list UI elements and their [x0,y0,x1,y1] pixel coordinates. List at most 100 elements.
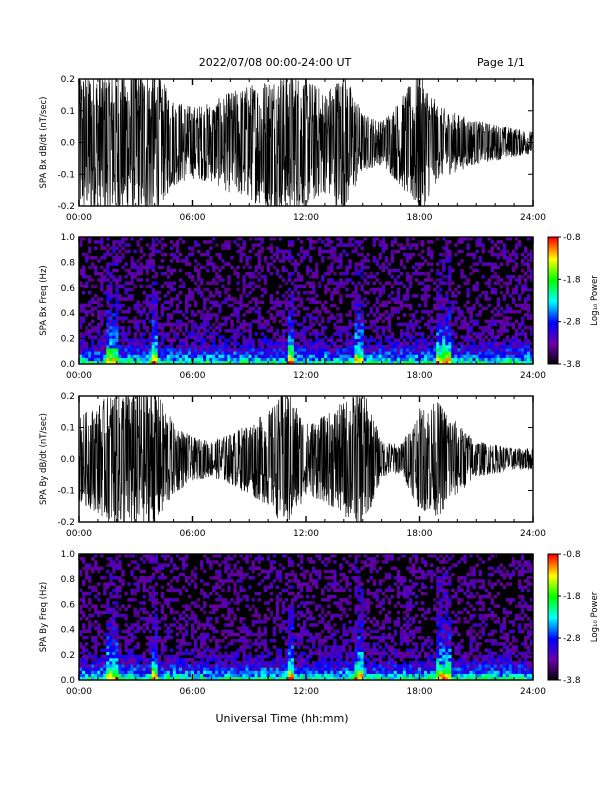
heatmap-cell [493,341,497,346]
heatmap-cell [130,275,134,279]
heatmap-cell [115,348,119,352]
heatmap-cell [151,332,155,336]
heatmap-cell [206,670,210,674]
heatmap-cell [257,322,261,327]
heatmap-cell [160,310,165,314]
heatmap-cell [82,629,86,634]
heatmap-cell [172,335,177,339]
heatmap-cell [218,344,222,349]
heatmap-cell [197,310,201,314]
heatmap-cell [339,243,343,247]
heatmap-cell [203,329,207,333]
heatmap-cell [236,281,240,285]
heatmap-cell [88,629,92,634]
heatmap-cell [97,657,101,662]
heatmap-cell [260,642,264,646]
heatmap-cell [215,325,219,330]
heatmap-cell [390,290,395,295]
heatmap-cell [112,329,116,333]
heatmap-cell [187,667,192,671]
heatmap-cell [215,648,219,652]
heatmap-cell [251,306,255,311]
heatmap-cell [163,563,168,567]
heatmap-cell [215,348,219,352]
heatmap-cell [514,256,519,260]
heatmap-cell [91,265,95,270]
heatmap-cell [133,265,137,270]
heatmap-cell [206,322,210,327]
heatmap-cell [133,591,137,596]
heatmap-cell [502,322,507,327]
heatmap-cell [97,623,101,627]
heatmap-cell [327,344,331,349]
heatmap-cell [160,664,165,668]
heatmap-cell [275,351,280,355]
heatmap-cell [333,303,337,308]
heatmap-cell [218,351,222,355]
heatmap-cell [523,338,528,343]
heatmap-cell [251,348,255,352]
heatmap-cell [411,252,416,257]
heatmap-cell [187,303,192,308]
heatmap-cell [357,297,361,301]
heatmap-cell [445,325,449,330]
heatmap-cell [160,676,165,681]
heatmap-cell [387,335,392,339]
heatmap-cell [481,338,485,343]
heatmap-cell [233,332,237,336]
heatmap-cell [142,354,146,358]
heatmap-cell [227,297,231,301]
heatmap-cell [266,262,270,266]
heatmap-cell [139,607,143,611]
heatmap-cell [439,354,443,358]
heatmap-cell [184,357,189,362]
heatmap-cell [112,313,116,317]
heatmap-cell [115,278,119,282]
heatmap-cell [148,554,152,558]
heatmap-cell [148,657,152,662]
heatmap-cell [218,341,222,346]
heatmap-cell [115,319,119,324]
heatmap-cell [242,278,246,282]
heatmap-cell [224,563,228,567]
heatmap-cell [139,654,143,659]
heatmap-cell [245,676,249,681]
heatmap-cell [372,360,376,365]
heatmap-cell [390,357,395,362]
heatmap-cell [103,667,107,671]
heatmap-cell [178,284,183,289]
heatmap-cell [254,351,258,355]
heatmap-cell [351,360,355,365]
heatmap-cell [94,329,98,333]
heatmap-cell [151,351,155,355]
heatmap-cell [299,322,304,327]
heatmap-cell [269,667,274,671]
heatmap-cell [511,351,516,355]
heatmap-cell [172,256,177,260]
heatmap-cell [103,670,107,674]
heatmap-cell [354,316,358,320]
heatmap-cell [342,281,346,285]
heatmap-cell [118,642,122,646]
heatmap-cell [88,278,92,282]
heatmap-cell [154,560,158,564]
heatmap-cell [133,610,137,615]
heatmap-cell [79,316,83,320]
heatmap-cell [348,265,352,270]
heatmap-cell [348,240,352,244]
heatmap-cell [366,259,370,263]
heatmap-cell [151,610,155,615]
heatmap-cell [411,335,416,339]
heatmap-cell [475,287,479,292]
heatmap-cell [360,319,364,324]
heatmap-cell [517,332,522,336]
heatmap-cell [203,591,207,596]
heatmap-cell [487,357,491,362]
heatmap-cell [475,313,479,317]
heatmap-cell [445,357,449,362]
heatmap-cell [197,664,201,668]
heatmap-cell [124,664,128,668]
heatmap-cell [269,256,274,260]
heatmap-cell [451,357,455,362]
heatmap-cell [79,354,83,358]
